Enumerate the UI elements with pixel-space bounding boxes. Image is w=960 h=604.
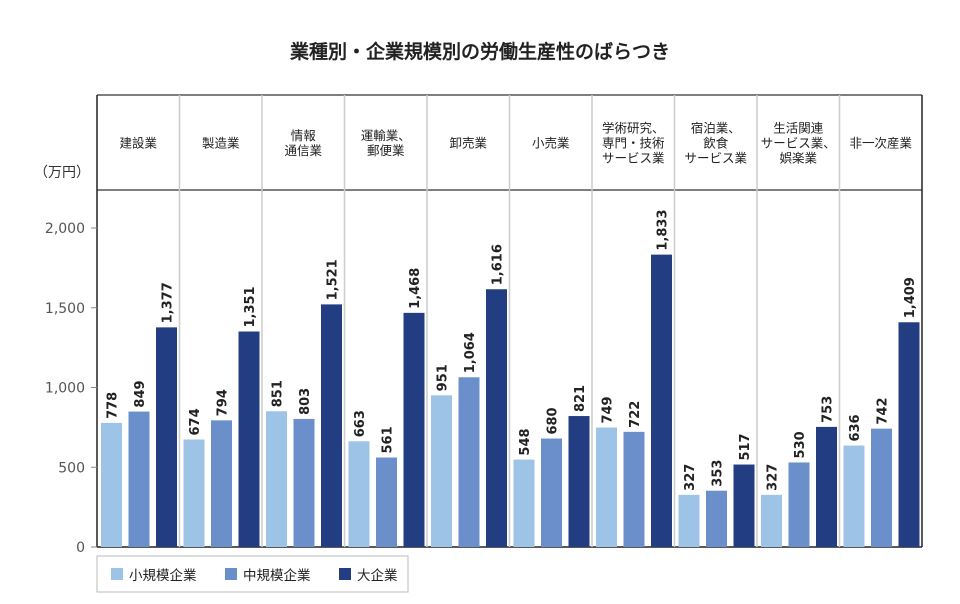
data-label: 951 xyxy=(436,364,451,391)
legend: 小規模企業 中規模企業 大企業 xyxy=(96,555,409,593)
chart-title: 業種別・企業規模別の労働生産性のばらつき xyxy=(289,40,670,63)
category-label: 情報 xyxy=(291,128,317,143)
chart-frame xyxy=(96,94,923,548)
y-tick-label: 1,000 xyxy=(45,381,85,397)
bar xyxy=(733,464,755,547)
data-label: 851 xyxy=(271,380,286,407)
data-label: 561 xyxy=(381,426,396,453)
legend-box xyxy=(96,555,409,593)
data-label: 794 xyxy=(216,389,231,416)
data-label: 1,377 xyxy=(161,282,176,323)
bar xyxy=(568,416,590,547)
bar xyxy=(541,438,562,547)
legend-swatch xyxy=(339,568,351,580)
data-label: 680 xyxy=(546,407,561,434)
data-label: 1,616 xyxy=(491,244,506,285)
bar xyxy=(266,411,287,547)
category-label: 生活関連 xyxy=(773,121,824,136)
data-label: 1,351 xyxy=(243,286,258,327)
y-tick-label: 500 xyxy=(58,460,85,476)
category-label: 運輸業、 xyxy=(361,128,411,143)
category-label: サービス業 xyxy=(684,151,747,166)
category-label: 非一次産業 xyxy=(849,136,912,151)
category-label: 通信業 xyxy=(284,143,322,158)
data-label: 1,409 xyxy=(903,277,918,318)
bars: 778 674 851 663 951 548 749 327 327 636 849 794 803 5… xyxy=(101,210,920,547)
data-label: 674 xyxy=(188,408,203,435)
data-label: 749 xyxy=(601,396,616,423)
data-label: 1,833 xyxy=(656,210,671,251)
data-label: 530 xyxy=(793,431,808,458)
bar xyxy=(183,439,205,547)
data-label: 663 xyxy=(353,410,368,437)
data-label: 778 xyxy=(106,392,121,419)
data-label: 1,064 xyxy=(463,332,478,373)
bar xyxy=(128,411,150,547)
data-label: 517 xyxy=(738,433,753,460)
bar xyxy=(156,327,177,547)
y-axis-label: （万円） xyxy=(34,165,90,181)
legend-label: 中規模企業 xyxy=(243,567,311,584)
bar xyxy=(458,377,480,547)
data-label: 849 xyxy=(133,380,148,407)
category-label: 卸売業 xyxy=(449,136,487,151)
bar xyxy=(816,426,837,547)
category-label: 宿泊業、 xyxy=(691,121,741,136)
bar xyxy=(871,428,892,547)
data-label: 548 xyxy=(518,428,533,455)
bar xyxy=(788,462,810,547)
data-label: 1,468 xyxy=(408,268,423,309)
y-axis: 0 500 1,000 1,500 2,000 xyxy=(45,221,97,556)
legend-swatch xyxy=(225,568,237,580)
bar xyxy=(706,490,727,547)
bar xyxy=(651,254,672,547)
bar xyxy=(761,494,782,547)
data-label: 327 xyxy=(766,464,781,491)
data-label: 1,521 xyxy=(326,259,341,300)
data-label: 353 xyxy=(711,460,726,487)
legend-swatch xyxy=(111,568,123,580)
category-label: サービス業、 xyxy=(761,136,836,151)
data-label: 327 xyxy=(683,464,698,491)
bar xyxy=(211,420,232,547)
data-label: 803 xyxy=(298,388,313,415)
y-tick-label: 0 xyxy=(76,540,85,556)
bar xyxy=(431,395,452,547)
category-label: 小売業 xyxy=(532,136,570,151)
bar xyxy=(238,331,260,547)
category-label: 郵便業 xyxy=(367,143,405,158)
bar xyxy=(293,418,315,547)
bar xyxy=(623,431,645,547)
data-label: 636 xyxy=(848,414,863,441)
bar xyxy=(486,289,507,547)
category-label: 専門・技術 xyxy=(602,136,665,151)
bar xyxy=(898,322,920,547)
data-label: 722 xyxy=(628,401,643,428)
bar xyxy=(376,457,397,547)
bar xyxy=(403,312,425,547)
bar xyxy=(843,445,865,547)
category-label: 建設業 xyxy=(119,136,157,151)
category-label: 娯楽業 xyxy=(779,151,817,166)
bar xyxy=(678,494,700,547)
data-label: 821 xyxy=(573,385,588,412)
legend-label: 小規模企業 xyxy=(129,567,197,584)
bar xyxy=(513,459,535,547)
legend-label: 大企業 xyxy=(357,567,398,584)
y-tick-label: 1,500 xyxy=(45,301,85,317)
data-label: 742 xyxy=(876,398,891,425)
y-tick-label: 2,000 xyxy=(45,221,85,237)
data-label: 753 xyxy=(821,396,836,423)
category-label: 製造業 xyxy=(202,136,240,151)
bar xyxy=(101,422,122,547)
bar xyxy=(596,427,617,547)
bar xyxy=(348,441,370,547)
category-label: サービス業 xyxy=(602,151,665,166)
category-label: 飲食 xyxy=(703,136,729,151)
category-label: 学術研究、 xyxy=(602,121,665,136)
bar xyxy=(321,304,342,547)
